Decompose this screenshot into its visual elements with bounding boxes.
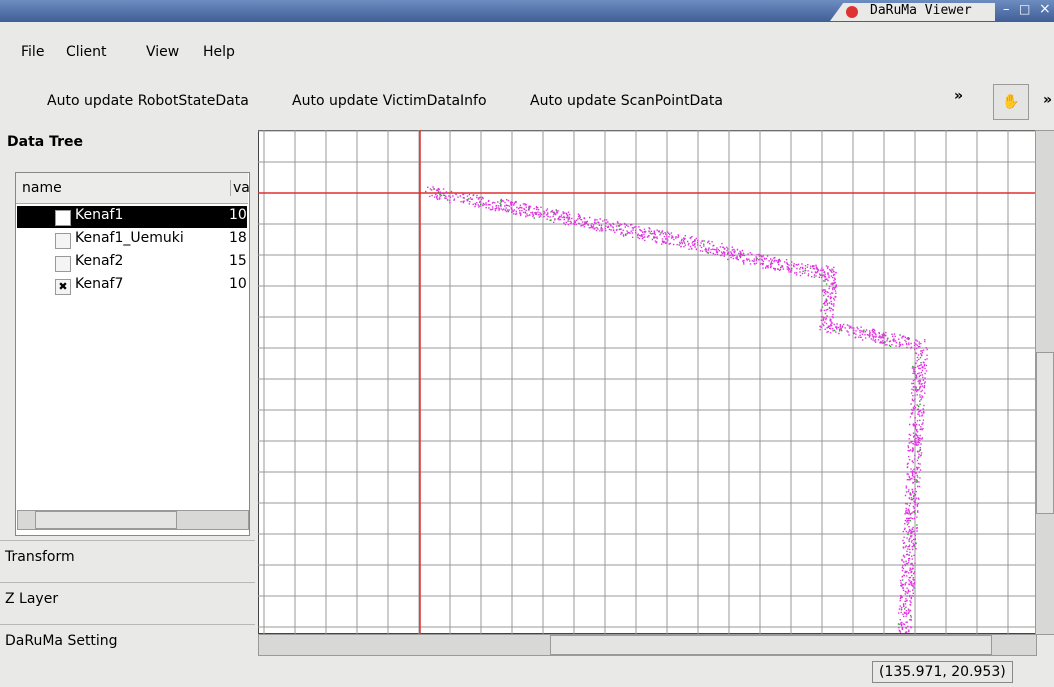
app-icon	[846, 6, 858, 18]
menu-view[interactable]: View	[146, 44, 179, 60]
selected-row	[17, 206, 247, 228]
checkbox[interactable]	[55, 233, 71, 249]
pan-tool[interactable]: ✋	[993, 84, 1029, 120]
section-label: Z Layer	[5, 591, 58, 607]
row-name: Kenaf7	[75, 276, 123, 292]
status-box: (135.971, 20.953)	[872, 661, 1013, 683]
section-tab[interactable]: Z Layer	[0, 582, 255, 623]
checkbox[interactable]	[55, 256, 71, 272]
canvas-bg	[258, 130, 1036, 634]
section-label: Transform	[5, 549, 75, 565]
scroll-thumb[interactable]	[35, 511, 177, 529]
toolbar-btn[interactable]: Auto update ScanPointData	[530, 93, 723, 109]
row-value: 15	[229, 253, 246, 269]
column-header[interactable]: name	[22, 180, 62, 196]
h-scroll-thumb[interactable]	[550, 635, 992, 655]
minimize[interactable]: –	[1003, 2, 1010, 17]
menu-client[interactable]: Client	[66, 44, 107, 60]
window-title: DaRuMa Viewer	[870, 3, 972, 18]
menu-file[interactable]: File	[21, 44, 44, 60]
menu-help[interactable]: Help	[203, 44, 235, 60]
column-header[interactable]: va	[230, 180, 249, 196]
close[interactable]: ×	[1039, 1, 1051, 17]
section-tab[interactable]: Transform	[0, 540, 255, 581]
toolbar-overflow[interactable]: »	[1043, 92, 1052, 108]
row-name: Kenaf2	[75, 253, 123, 269]
toolbar-btn[interactable]: Auto update RobotStateData	[47, 93, 249, 109]
toolbar-overflow[interactable]: »	[954, 88, 963, 104]
row-value: 18	[229, 230, 246, 246]
maximize[interactable]: □	[1019, 2, 1030, 16]
section-label: DaRuMa Setting	[5, 633, 118, 649]
section-tab[interactable]: DaRuMa Setting	[0, 624, 255, 665]
data-tree-tab[interactable]: Data Tree	[7, 134, 83, 150]
map-canvas[interactable]	[258, 130, 1036, 634]
row-value: 10	[229, 276, 246, 292]
checkbox[interactable]: ✖	[55, 279, 71, 295]
row-name: Kenaf1	[75, 207, 123, 223]
checkbox[interactable]	[55, 210, 71, 226]
v-scroll-thumb[interactable]	[1036, 352, 1054, 514]
row-value: 10	[229, 207, 246, 223]
toolbar-btn[interactable]: Auto update VictimDataInfo	[292, 93, 487, 109]
row-name: Kenaf1_Uemuki	[75, 230, 184, 246]
app-window: DaRuMa Viewer – □ × File Client View Hel…	[0, 0, 1054, 687]
